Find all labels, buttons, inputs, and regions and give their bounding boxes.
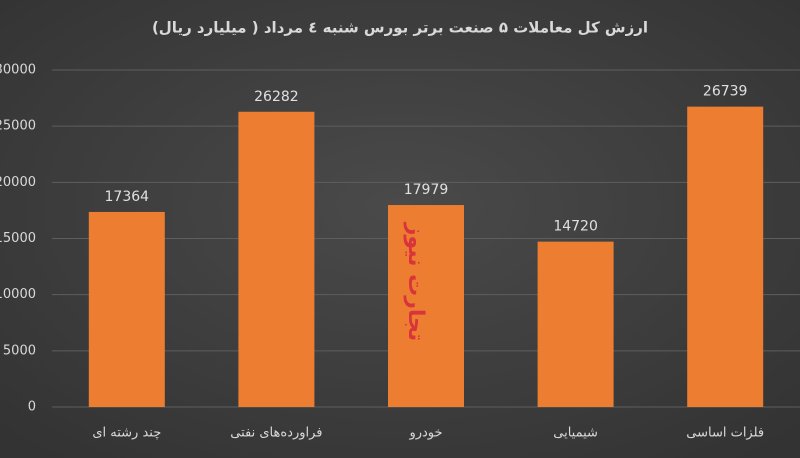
y-tick-label: 5000 [3, 343, 36, 358]
y-tick-label: 30000 [0, 63, 36, 78]
bar [238, 111, 315, 407]
value-label: 26282 [254, 89, 299, 105]
y-tick-label: 20000 [0, 175, 36, 190]
value-label: 14720 [553, 219, 598, 235]
y-tick-label: 25000 [0, 119, 36, 134]
bar [388, 205, 464, 407]
bar [687, 106, 764, 407]
watermark: تجارت نیوز [403, 222, 428, 342]
x-tick-label: فراورده‌های نفتی [230, 426, 322, 441]
x-tick-label: فلزات اساسی [686, 426, 764, 441]
value-label: 17979 [404, 182, 449, 198]
value-label: 17364 [105, 189, 150, 205]
y-tick-label: 10000 [0, 287, 36, 302]
value-label: 26739 [703, 84, 748, 100]
x-tick-label: چند رشته ای [92, 426, 161, 441]
x-tick-label: خودرو [408, 426, 442, 441]
chart-title: ارزش کل معاملات ۵ صنعت برتر بورس شنبه ٤ … [152, 19, 648, 37]
y-tick-label: 0 [28, 400, 36, 415]
bar [537, 241, 614, 407]
y-tick-label: 15000 [0, 231, 36, 246]
bar [88, 211, 165, 407]
x-tick-label: شیمیایی [553, 426, 598, 441]
